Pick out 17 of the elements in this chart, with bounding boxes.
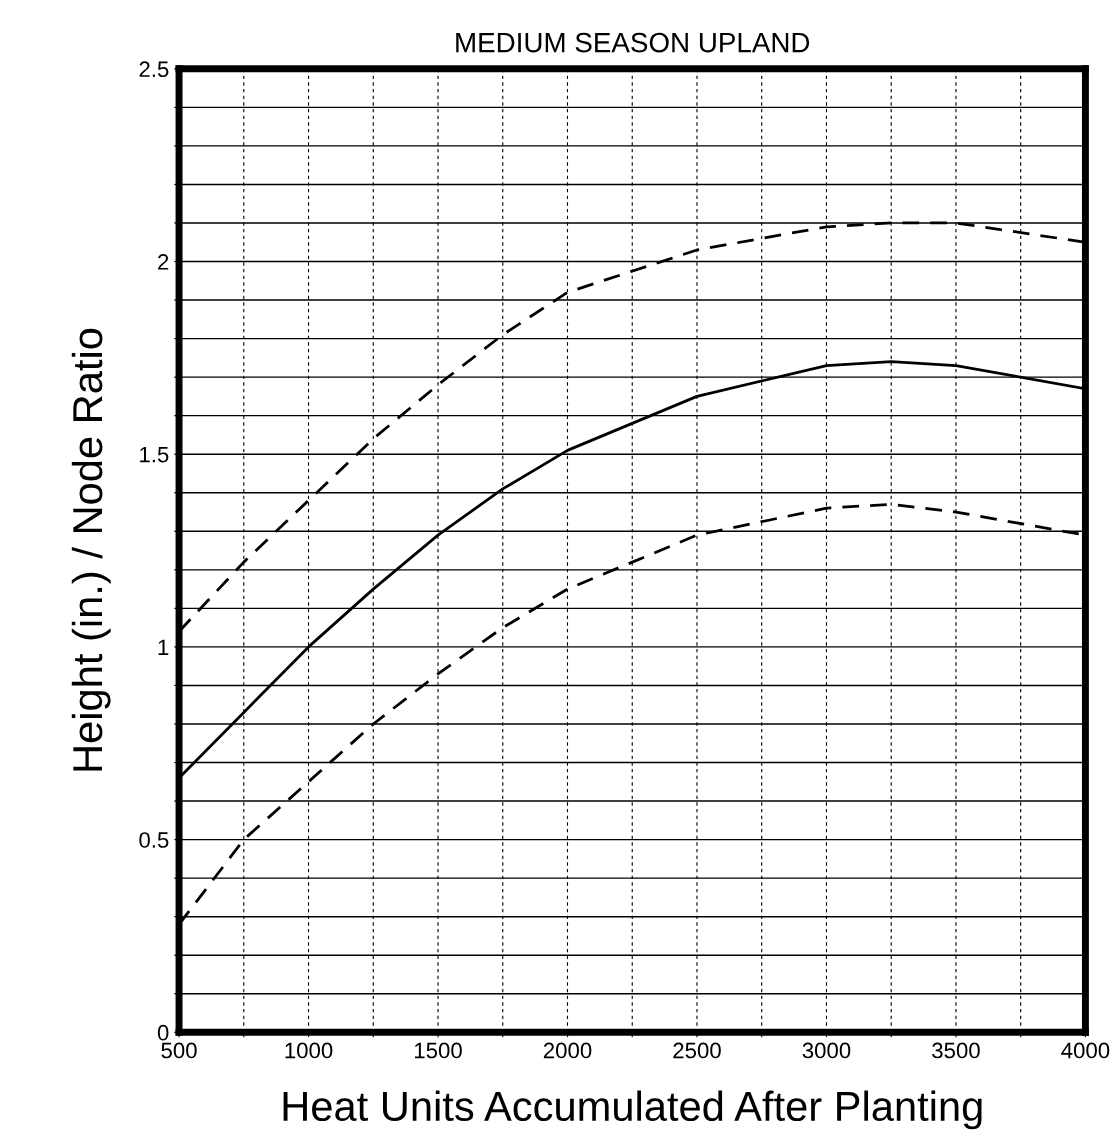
y-tick-label: 2.5 bbox=[139, 61, 169, 78]
y-tick-label: 1.5 bbox=[140, 446, 169, 463]
x-tick-label: 3000 bbox=[802, 1042, 851, 1059]
y-tick-label: 0 bbox=[157, 1024, 169, 1041]
y-tick-label: 0.5 bbox=[139, 832, 169, 848]
y-tick-label: 1 bbox=[158, 639, 169, 655]
x-tick-label: 2000 bbox=[543, 1042, 592, 1059]
x-tick-label: 4000 bbox=[1061, 1042, 1110, 1059]
x-axis-title: Heat Units Accumulated After Planting bbox=[283, 1090, 982, 1130]
chart-title: MEDIUM SEASON UPLAND bbox=[456, 32, 810, 53]
x-tick-label: 3500 bbox=[932, 1042, 980, 1059]
x-tick-label: 2500 bbox=[673, 1042, 721, 1059]
x-tick-label: 500 bbox=[161, 1042, 197, 1059]
x-tick-label: 1500 bbox=[414, 1042, 462, 1059]
x-tick-label: 1000 bbox=[285, 1042, 333, 1059]
y-axis-title: Height (in.) / Node Ratio bbox=[71, 328, 111, 771]
y-tick-label: 2 bbox=[158, 254, 169, 270]
